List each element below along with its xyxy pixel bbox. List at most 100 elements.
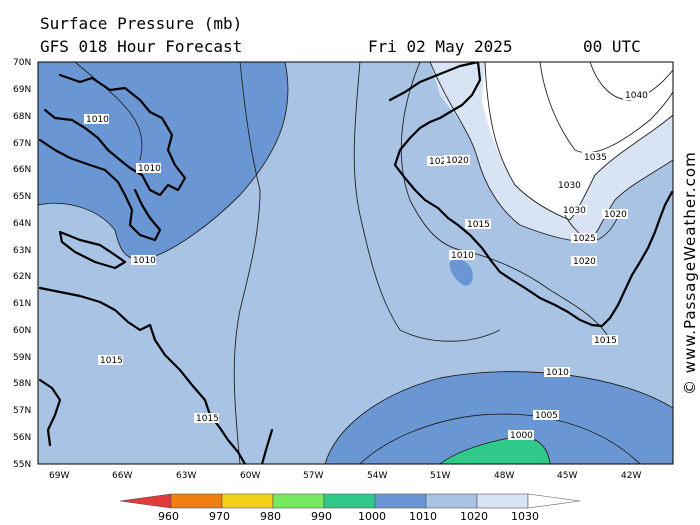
- contour-label: 1010: [131, 255, 156, 266]
- contour-label: 1015: [465, 219, 491, 230]
- contour-label-text: 1015: [594, 336, 617, 346]
- low-pressure-region-baffin: [38, 62, 288, 260]
- contour-labels: 1010 1010 1010 1015 1015 1020 1020 1015 …: [84, 90, 649, 441]
- forecast-date: Fri 02 May 2025: [368, 37, 513, 56]
- contour-label-text: 1010: [86, 115, 109, 125]
- contour-label: 1010: [544, 367, 570, 378]
- coastline-newfoundland: [260, 428, 274, 464]
- lon-label: 48W: [494, 471, 514, 481]
- contour-label: 1010: [84, 114, 109, 125]
- contour-label-text: 1015: [467, 220, 490, 230]
- legend-swatch: [374, 493, 427, 509]
- lon-label: 69W: [49, 471, 69, 481]
- legend-label: 1030: [511, 510, 539, 523]
- lat-label: 68N: [13, 112, 31, 122]
- isobar-1010-baffin: [38, 62, 289, 260]
- contour-label: 1015: [592, 335, 618, 346]
- legend-swatch: [476, 493, 529, 509]
- isobar-1005: [359, 413, 641, 464]
- map-area: [38, 62, 673, 464]
- website-credit: © www.PassageWeather.com: [681, 151, 699, 395]
- forecast-time: 00 UTC: [583, 37, 641, 56]
- lon-label: 45W: [557, 471, 577, 481]
- legend-label: 990: [311, 510, 332, 523]
- contour-label: 1030: [556, 180, 582, 191]
- legend-swatch: [425, 493, 478, 509]
- contour-label-text: 1020: [446, 156, 469, 166]
- contour-label: 1020: [427, 156, 452, 167]
- legend-swatch: [221, 493, 274, 509]
- forecast-subtitle: GFS 018 Hour Forecast: [40, 37, 243, 56]
- legend-label: 1010: [409, 510, 437, 523]
- contour-label: 1015: [194, 413, 219, 424]
- contour-label-text: 1015: [100, 356, 123, 366]
- contour-label-text: 1010: [546, 368, 569, 378]
- contour-label-text: 1020: [573, 257, 596, 267]
- contour-label: 1010: [449, 250, 475, 261]
- lat-label: 57N: [13, 406, 31, 416]
- legend-arrow-low: [119, 493, 172, 509]
- lat-label: 56N: [13, 433, 31, 443]
- coastline-resolution-island: [58, 230, 127, 270]
- lat-label: 59N: [13, 353, 31, 363]
- legend-swatch: [323, 493, 376, 509]
- lon-label: 66W: [112, 471, 132, 481]
- isobar-1010-south: [324, 371, 673, 464]
- legend-swatch: [272, 493, 325, 509]
- latitude-axis: 70N 69N 68N 67N 66N 65N 64N 63N 62N 61N …: [13, 58, 31, 470]
- contour-label-text: 1000: [510, 431, 533, 441]
- contour-label: 1030: [561, 205, 587, 216]
- lon-label: 42W: [621, 471, 641, 481]
- lat-label: 64N: [13, 219, 31, 229]
- contour-label-text: 1030: [563, 206, 586, 216]
- contour-label: 1010: [136, 163, 161, 174]
- lat-label: 62N: [13, 272, 31, 282]
- lat-label: 61N: [13, 299, 31, 309]
- contour-label-text: 1015: [196, 414, 219, 424]
- contour-label-text: 1010: [133, 256, 156, 266]
- longitude-axis: 69W 66W 63W 60W 57W 54W 51W 48W 45W 42W: [49, 471, 641, 481]
- legend-label: 1000: [358, 510, 386, 523]
- lat-label: 70N: [13, 58, 31, 68]
- lat-label: 69N: [13, 85, 31, 95]
- contour-label: 1020: [444, 155, 470, 166]
- contour-label-text: 1020: [429, 157, 452, 167]
- map-title: Surface Pressure (mb): [40, 14, 243, 33]
- legend-swatch: [170, 493, 223, 509]
- contour-label: 1020: [571, 256, 597, 267]
- map-frame: [37, 61, 674, 465]
- contour-label-text: 1030: [558, 181, 581, 191]
- isobar-1015-west: [353, 62, 501, 342]
- contour-label-text: 1025: [573, 234, 596, 244]
- low-pressure-core-990: [440, 436, 550, 464]
- lon-label: 60W: [240, 471, 260, 481]
- contour-label-text: 1005: [535, 411, 558, 421]
- low-pressure-region-south: [325, 371, 673, 464]
- contour-label-text: 1035: [584, 153, 607, 163]
- isobar-1020: [429, 62, 673, 243]
- isobar-1035: [539, 62, 673, 154]
- isobar-1015-greenland: [400, 62, 611, 341]
- contour-label-text: 1020: [604, 210, 627, 220]
- contour-label: 1005: [533, 410, 559, 421]
- contour-label: 1000: [508, 430, 534, 441]
- legend-label: 1020: [460, 510, 488, 523]
- lon-label: 63W: [176, 471, 196, 481]
- contour-label: 1040: [623, 90, 649, 101]
- lon-label: 54W: [367, 471, 387, 481]
- lat-label: 58N: [13, 379, 31, 389]
- lat-label: 66N: [13, 165, 31, 175]
- lat-label: 65N: [13, 192, 31, 202]
- legend-arrow-high: [527, 493, 581, 509]
- legend-label: 980: [260, 510, 281, 523]
- lat-label: 55N: [13, 460, 31, 470]
- coastline-greenland: [388, 62, 673, 328]
- lat-label: 67N: [13, 139, 31, 149]
- legend-label: 970: [209, 510, 230, 523]
- low-pressure-patch-greenland: [449, 259, 473, 286]
- coastline-hudson-bay: [38, 378, 62, 447]
- contour-label: 1020: [602, 209, 628, 220]
- contour-label: 1035: [582, 152, 608, 163]
- coastline-labrador: [38, 286, 247, 464]
